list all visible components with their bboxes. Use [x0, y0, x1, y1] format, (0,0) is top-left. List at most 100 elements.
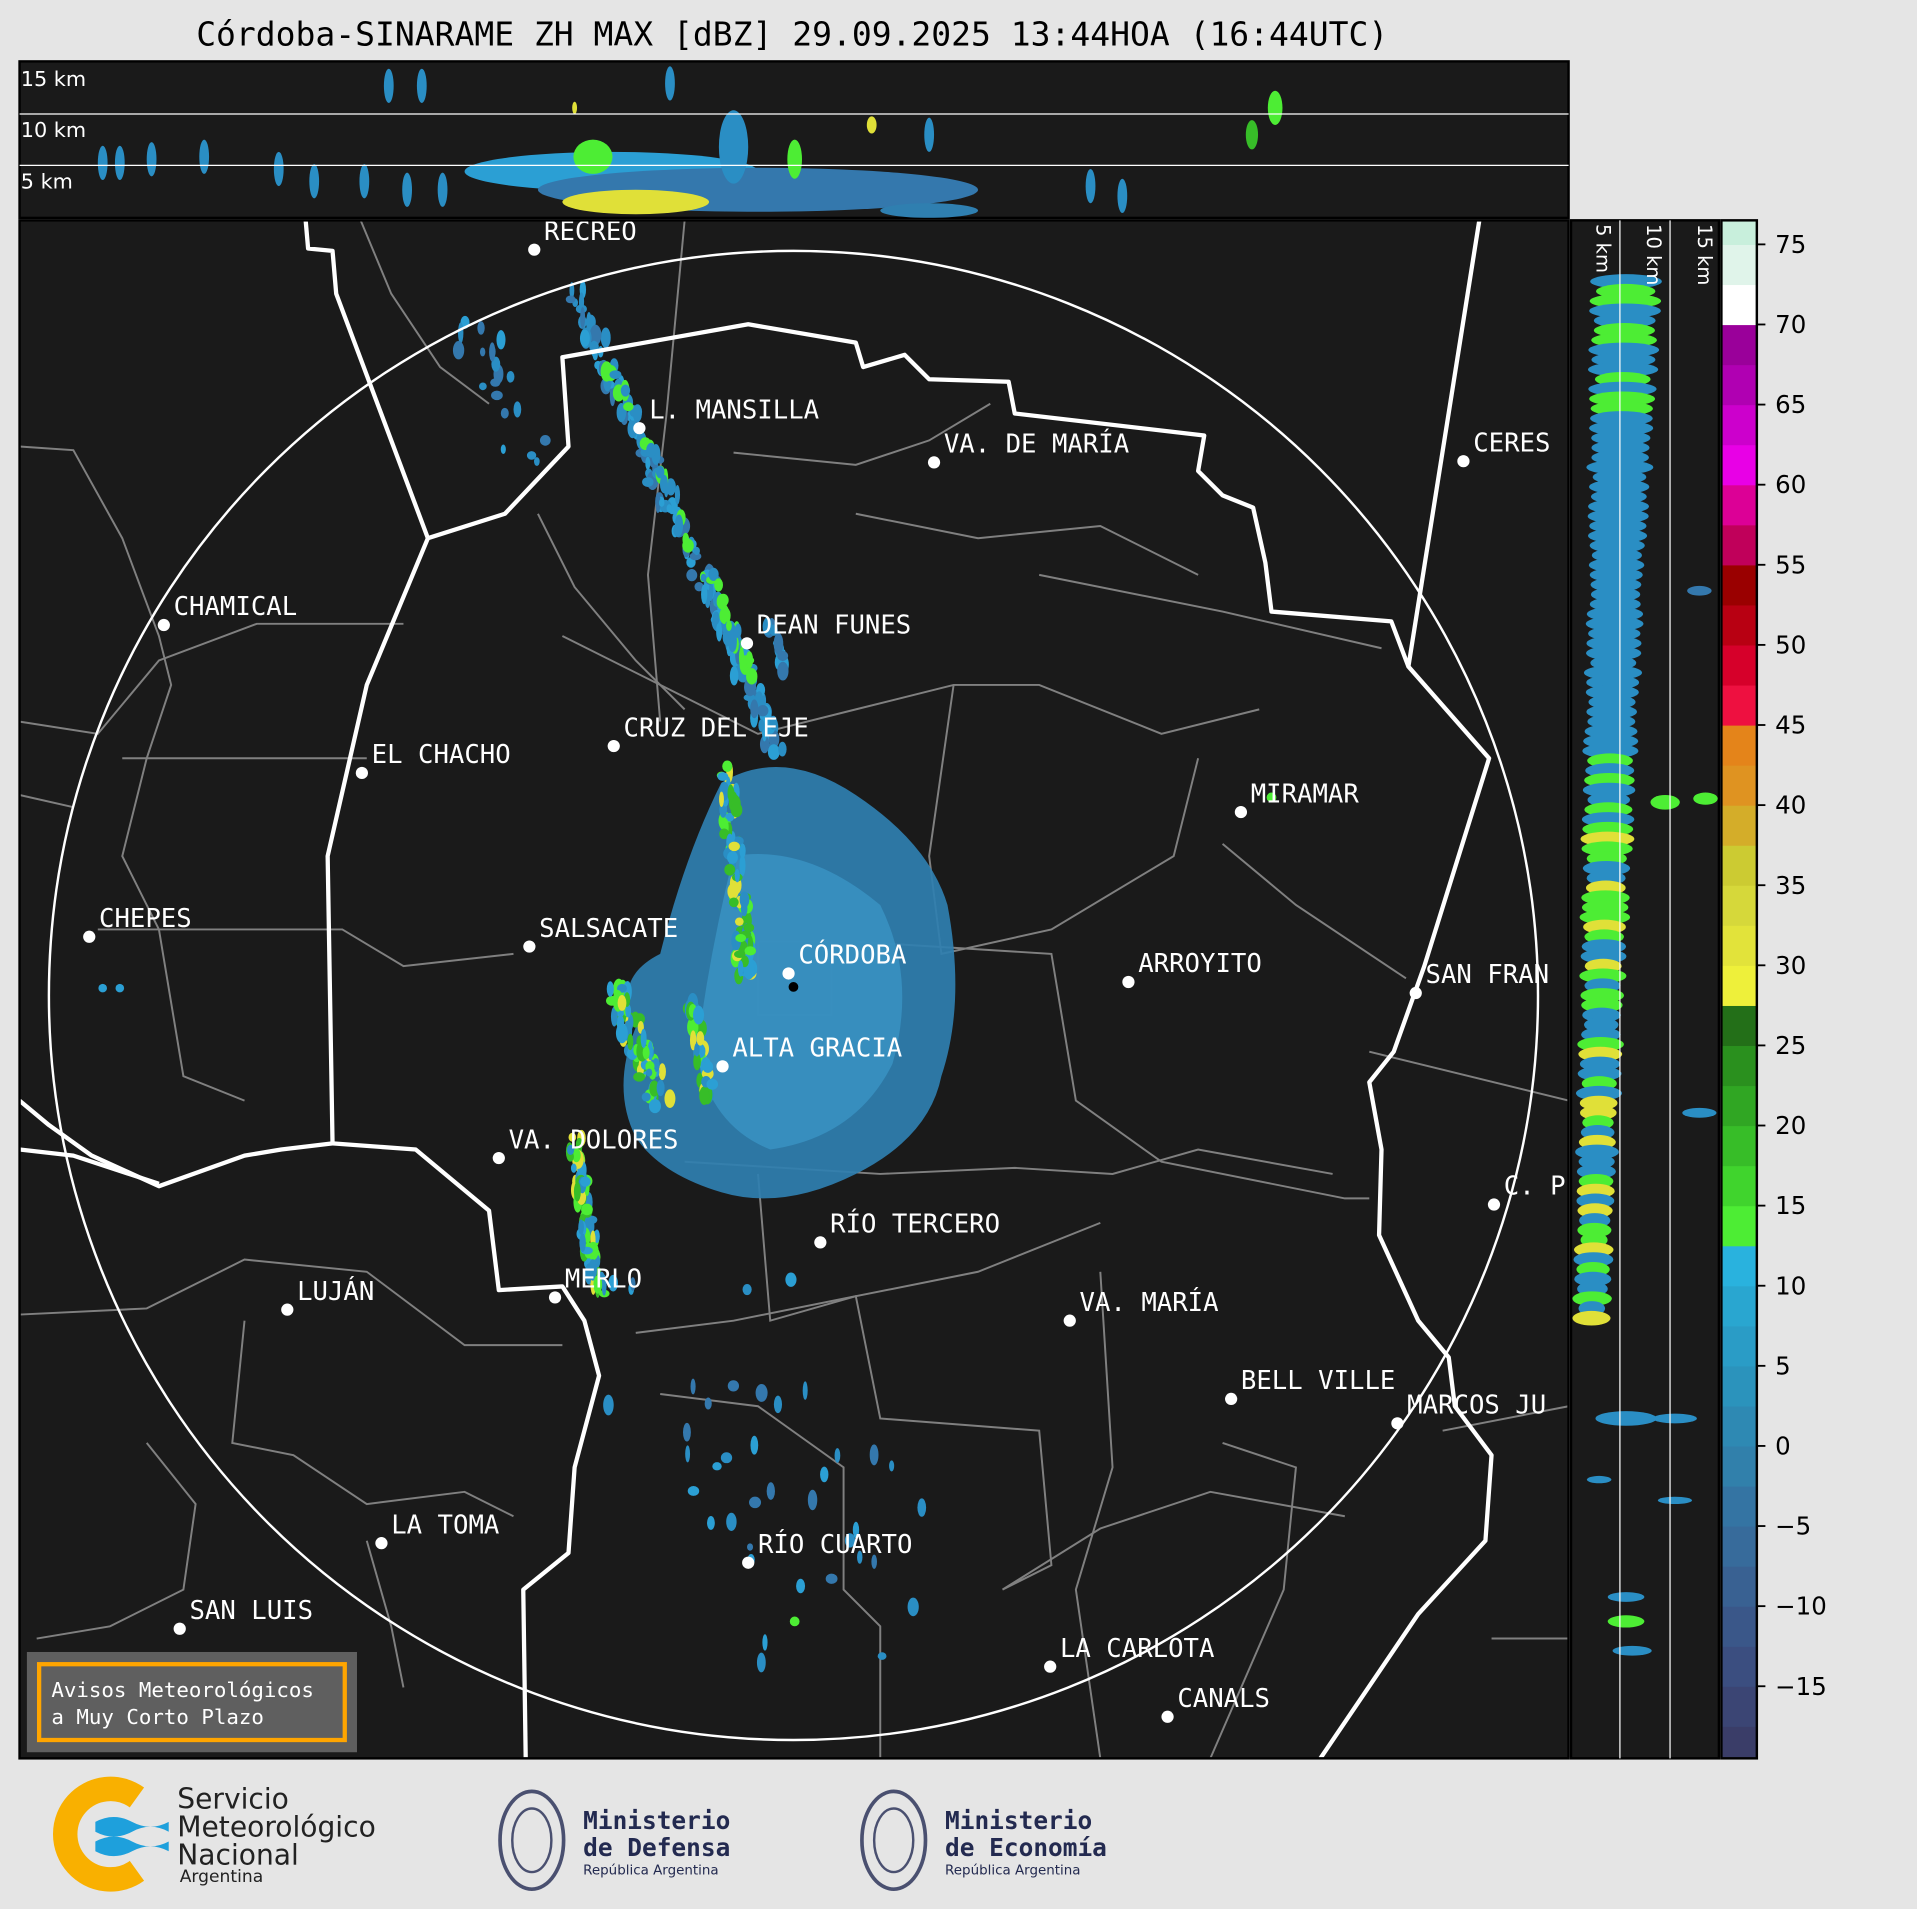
colorbar-tick-label: −15	[1775, 1672, 1827, 1701]
defensa-text-3: República Argentina	[583, 1862, 718, 1878]
echo-cell	[712, 1462, 722, 1471]
echo-cell	[727, 851, 738, 864]
echo-cell	[719, 828, 730, 840]
echo-cell	[750, 1435, 759, 1455]
ministerio-defensa-logo[interactable]: Ministerio de Defensa República Argentin…	[498, 1789, 730, 1891]
city-marker[interactable]: VA. DE MARÍA	[927, 428, 1129, 469]
echo-cell	[578, 1219, 584, 1235]
city-dot	[281, 1303, 294, 1316]
side-cross-section-panel: 5 km 10 km 15 km	[1569, 219, 1721, 1760]
colorbar-band	[1721, 444, 1757, 486]
echo-cell	[820, 1466, 829, 1483]
city-dot	[355, 766, 368, 780]
colorbar-band	[1721, 1566, 1757, 1607]
colorbar-tick-label: 60	[1775, 470, 1806, 499]
echo-cell	[1682, 1107, 1717, 1118]
city-marker[interactable]: SAN LUIS	[173, 1596, 313, 1635]
range-ring	[47, 249, 1540, 1742]
echo-cell	[1587, 362, 1659, 377]
department-border	[855, 940, 1370, 1200]
city-marker[interactable]: SAN FRAN	[1409, 960, 1549, 1000]
city-marker[interactable]: CHAMICAL	[157, 592, 297, 632]
city-dot	[1044, 1660, 1057, 1673]
echo-cell	[603, 1394, 614, 1416]
city-dot	[1161, 1710, 1174, 1723]
city-marker[interactable]: C. P	[1487, 1172, 1566, 1211]
colorbar-tick-label: 40	[1775, 791, 1806, 820]
echo-cell	[665, 478, 676, 496]
radar-map[interactable]: RECREO L. MANSILLA VA. DE MARÍA CERES CHAMIC…	[18, 217, 1570, 1760]
city-marker[interactable]: CHEPES	[83, 904, 192, 943]
echo-cell	[500, 444, 506, 455]
defensa-text-2: de Defensa	[583, 1833, 730, 1862]
colorbar-band	[1721, 1726, 1757, 1759]
city-marker[interactable]: MIRAMAR	[1234, 779, 1360, 819]
echo-cell	[573, 139, 613, 174]
city-marker[interactable]: MERLO	[548, 1265, 642, 1304]
height-label-10km: 10 km	[21, 118, 86, 142]
city-marker[interactable]: DEAN FUNES	[740, 611, 911, 650]
department-border	[359, 220, 490, 405]
colorbar-tick-label: 15	[1775, 1191, 1806, 1220]
city-label: ARROYITO	[1138, 949, 1262, 979]
city-marker[interactable]: BELL VILLE	[1225, 1366, 1395, 1406]
echo-cell	[844, 1533, 856, 1548]
echo-cell	[98, 983, 107, 993]
echo-cell	[734, 950, 746, 959]
echo-cell	[199, 139, 210, 174]
echo-cell	[610, 1006, 618, 1027]
colorbar-band	[1721, 925, 1757, 966]
colorbar-band	[1721, 805, 1757, 846]
city-dot	[1409, 986, 1422, 1000]
echo-cell	[728, 637, 737, 653]
department-border	[19, 445, 245, 1102]
city-marker[interactable]: RECREO	[528, 217, 637, 256]
smn-logo[interactable]: Servicio Meteorológico Nacional Argentin…	[53, 1776, 376, 1892]
colorbar-tick-label: −10	[1775, 1592, 1827, 1621]
city-marker[interactable]: LUJÁN	[281, 1275, 374, 1316]
city-marker[interactable]: ARROYITO	[1122, 949, 1262, 989]
colorbar-band	[1721, 1606, 1757, 1647]
colorbar-band	[1721, 965, 1757, 1006]
alert-box[interactable]: Avisos Meteorológicos a Muy Corto Plazo	[26, 1651, 357, 1753]
echo-cell	[634, 1013, 646, 1025]
department-border	[1038, 573, 1382, 650]
city-label: CÓRDOBA	[798, 939, 906, 971]
echo-cell	[726, 1512, 737, 1531]
echo-cell	[716, 621, 723, 642]
ministerio-economia-logo[interactable]: Ministerio de Economía República Argenti…	[860, 1789, 1107, 1891]
echo-cell	[696, 1031, 705, 1046]
echo-cell	[674, 485, 681, 505]
city-marker[interactable]: LA CARLOTA	[1044, 1634, 1214, 1673]
echo-cell	[1687, 585, 1712, 596]
echo-cell	[686, 569, 698, 582]
city-marker[interactable]: MARCOS JU	[1391, 1391, 1546, 1430]
city-marker[interactable]: VA. DOLORES	[492, 1125, 679, 1165]
echo-cell	[739, 843, 746, 859]
city-marker[interactable]: EL CHACHO	[355, 740, 511, 780]
echo-cell	[726, 620, 732, 632]
echo-cell	[1589, 303, 1661, 319]
city-marker[interactable]: CERES	[1457, 428, 1550, 468]
city-marker[interactable]: ALTA GRACIA	[716, 1034, 902, 1073]
city-marker[interactable]: CANALS	[1161, 1684, 1270, 1723]
echo-cell	[769, 624, 778, 636]
echo-cell	[1245, 120, 1259, 150]
city-marker[interactable]: VA. MARÍA	[1063, 1286, 1219, 1327]
city-marker[interactable]: L. MANSILLA	[633, 395, 819, 435]
colorbar-tick-label: −5	[1775, 1512, 1811, 1541]
city-marker[interactable]: LA TOMA	[375, 1510, 499, 1550]
economia-text-3: República Argentina	[945, 1862, 1080, 1878]
echo-cell	[877, 1652, 887, 1660]
smn-wave-icon	[95, 1817, 169, 1857]
city-marker[interactable]: RÍO TERCERO	[814, 1208, 1000, 1249]
city-marker[interactable]: SALSACATE	[523, 914, 678, 953]
coat-of-arms-icon	[498, 1789, 566, 1891]
city-marker[interactable]: CÓRDOBA	[782, 939, 906, 980]
city-marker[interactable]: CRUZ DEL EJE	[607, 713, 809, 753]
colorbar-band	[1721, 1445, 1757, 1487]
city-marker[interactable]: RÍO CUARTO	[742, 1528, 912, 1569]
smn-text-2: Meteorológico	[177, 1811, 376, 1844]
echo-cell	[579, 329, 590, 347]
